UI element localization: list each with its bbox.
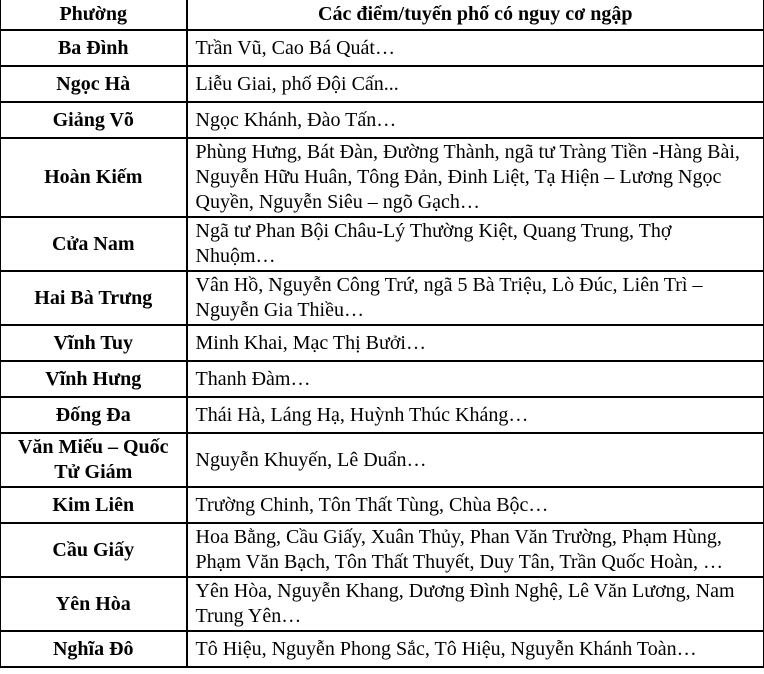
streets-list: Trường Chinh, Tôn Thất Tùng, Chùa Bộc…	[185, 486, 764, 524]
table-row: Văn Miếu – Quốc Tử Giám Nguyễn Khuyến, L…	[0, 432, 764, 488]
streets-list: Liễu Giai, phố Đội Cấn...	[185, 65, 764, 103]
table-row: Cửa Nam Ngã tư Phan Bội Châu-Lý Thường K…	[0, 216, 764, 272]
ward-name: Cầu Giấy	[0, 522, 188, 578]
table-row: Giảng Võ Ngọc Khánh, Đào Tấn…	[0, 101, 764, 139]
streets-list: Ngã tư Phan Bội Châu-Lý Thường Kiệt, Qua…	[185, 216, 764, 272]
table-row: Hoàn Kiếm Phùng Hưng, Bát Đàn, Đường Thà…	[0, 137, 764, 218]
table-row: Hai Bà Trưng Vân Hồ, Nguyễn Công Trứ, ng…	[0, 270, 764, 326]
table-row: Vĩnh Hưng Thanh Đàm…	[0, 360, 764, 398]
table-row: Đống Đa Thái Hà, Láng Hạ, Huỳnh Thúc Khá…	[0, 396, 764, 434]
streets-list: Yên Hòa, Nguyễn Khang, Dương Đình Nghệ, …	[185, 576, 764, 632]
column-header-streets: Các điểm/tuyến phố có nguy cơ ngập	[185, 0, 764, 31]
streets-list: Phùng Hưng, Bát Đàn, Đường Thành, ngã tư…	[185, 137, 764, 218]
streets-list: Nguyễn Khuyến, Lê Duẩn…	[185, 432, 764, 488]
table-row: Kim Liên Trường Chinh, Tôn Thất Tùng, Ch…	[0, 486, 764, 524]
table-row: Yên Hòa Yên Hòa, Nguyễn Khang, Dương Đìn…	[0, 576, 764, 632]
table-row: Ba Đình Trần Vũ, Cao Bá Quát…	[0, 29, 764, 67]
ward-name: Hai Bà Trưng	[0, 270, 188, 326]
streets-list: Thái Hà, Láng Hạ, Huỳnh Thúc Kháng…	[185, 396, 764, 434]
ward-name: Vĩnh Hưng	[0, 360, 188, 398]
streets-list: Hoa Bằng, Cầu Giấy, Xuân Thủy, Phan Văn …	[185, 522, 764, 578]
table-row: Cầu Giấy Hoa Bằng, Cầu Giấy, Xuân Thủy, …	[0, 522, 764, 578]
ward-name: Đống Đa	[0, 396, 188, 434]
streets-list: Ngọc Khánh, Đào Tấn…	[185, 101, 764, 139]
ward-name: Cửa Nam	[0, 216, 188, 272]
table-row: Vĩnh Tuy Minh Khai, Mạc Thị Bưởi…	[0, 324, 764, 362]
column-header-ward: Phường	[0, 0, 188, 31]
streets-list: Tô Hiệu, Nguyễn Phong Sắc, Tô Hiệu, Nguy…	[185, 630, 764, 668]
streets-list: Thanh Đàm…	[185, 360, 764, 398]
ward-name: Ngọc Hà	[0, 65, 188, 103]
table-header-row: Phường Các điểm/tuyến phố có nguy cơ ngậ…	[0, 0, 764, 31]
table-row: Ngọc Hà Liễu Giai, phố Đội Cấn...	[0, 65, 764, 103]
streets-list: Trần Vũ, Cao Bá Quát…	[185, 29, 764, 67]
ward-name: Văn Miếu – Quốc Tử Giám	[0, 432, 188, 488]
ward-name: Nghĩa Đô	[0, 630, 188, 668]
ward-name: Hoàn Kiếm	[0, 137, 188, 218]
ward-name: Vĩnh Tuy	[0, 324, 188, 362]
streets-list: Vân Hồ, Nguyễn Công Trứ, ngã 5 Bà Triệu,…	[185, 270, 764, 326]
ward-name: Giảng Võ	[0, 101, 188, 139]
streets-list: Minh Khai, Mạc Thị Bưởi…	[185, 324, 764, 362]
table-row: Nghĩa Đô Tô Hiệu, Nguyễn Phong Sắc, Tô H…	[0, 630, 764, 668]
ward-name: Ba Đình	[0, 29, 188, 67]
ward-name: Yên Hòa	[0, 576, 188, 632]
ward-name: Kim Liên	[0, 486, 188, 524]
